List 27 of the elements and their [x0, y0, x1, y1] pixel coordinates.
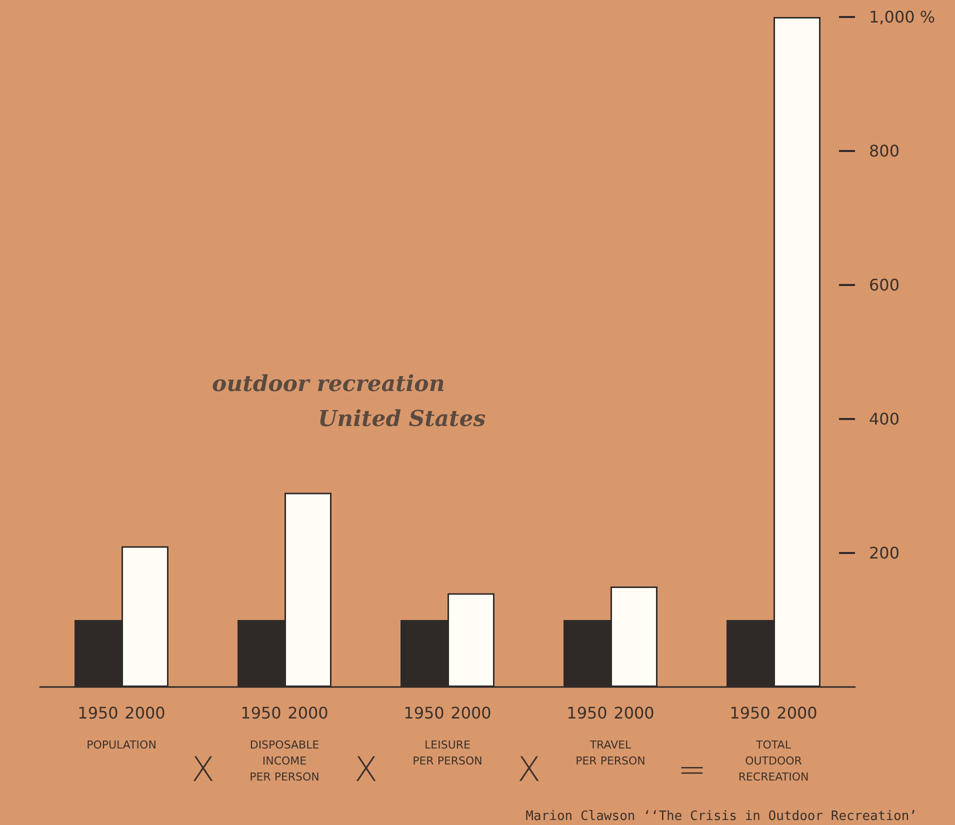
- text: outdoor recreation: [212, 371, 445, 397]
- text: 2000: [614, 704, 654, 722]
- text: 1950: [566, 704, 608, 722]
- text: X: [517, 750, 541, 790]
- text: Marion Clawson ‘‘The Crisis in Outdoor Recreation’: [526, 809, 918, 824]
- text: 1950: [404, 704, 444, 722]
- y-tick-label: 600: [869, 276, 900, 294]
- text: 2000: [288, 704, 328, 722]
- text: =: [678, 750, 706, 790]
- text: 2000: [450, 704, 492, 722]
- text: 2000: [776, 704, 818, 722]
- text: United States: [318, 406, 486, 432]
- x-tick-label: TRAVEL PER PERSON: [576, 738, 646, 768]
- x-tick-label: POPULATION: [86, 738, 156, 752]
- y-tick-label: 200: [869, 544, 900, 562]
- x-tick-label: TOTAL OUTDOOR RECREATION: [738, 738, 809, 784]
- text: X: [191, 750, 215, 790]
- text: 1950: [730, 704, 770, 722]
- y-tick-label: 1,000 %: [869, 8, 936, 26]
- y-tick-label: 400: [869, 410, 900, 428]
- y-tick-label: 800: [869, 142, 900, 160]
- series-label: 1950: [78, 704, 118, 722]
- x-tick-label: DISPOSABLE INCOME PER PERSON: [250, 738, 320, 784]
- text: X: [354, 750, 378, 790]
- x-tick-label: LEISURE PER PERSON: [412, 738, 482, 768]
- series-label: 2000: [124, 704, 166, 722]
- text: 1950: [240, 704, 282, 722]
